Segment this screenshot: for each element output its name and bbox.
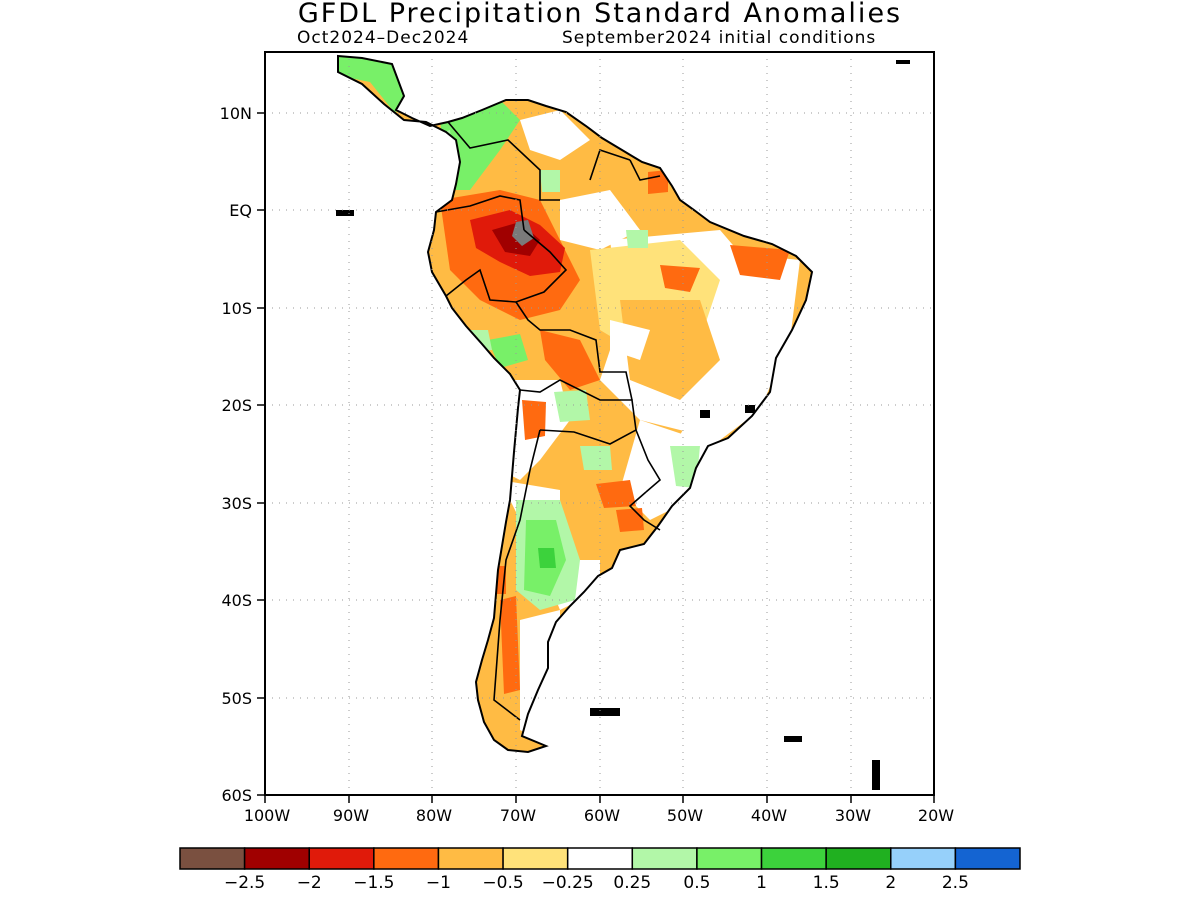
colorbar-swatch <box>566 847 634 870</box>
colorbar: −2.5 −2 −1.5 −1 −0.5 −0.25 0.25 0.5 1 1.5 2 2.5 <box>179 847 1021 893</box>
colorbar-tick-label: −0.5 <box>482 873 523 893</box>
colorbar-swatch <box>308 847 375 870</box>
colorbar-swatch <box>179 847 246 870</box>
lon-label-50w: 50W <box>667 806 703 825</box>
colorbar-tick-label: 1 <box>756 873 767 893</box>
lon-label-90w: 90W <box>333 806 369 825</box>
lat-label-10s: 10S <box>221 299 252 318</box>
lat-label-40s: 40S <box>221 591 252 610</box>
colorbar-swatch <box>696 847 763 870</box>
lat-label-20s: 20S <box>221 396 252 415</box>
lat-label-eq: EQ <box>229 201 252 220</box>
colorbar-tick-label: −1 <box>426 873 451 893</box>
forecast-period: Oct2024–Dec2024 <box>297 28 470 48</box>
lat-label-60s: 60S <box>221 786 252 805</box>
colorbar-tick-label: −2.5 <box>224 873 265 893</box>
colorbar-swatch <box>373 847 440 870</box>
map-title: GFDL Precipitation Standard Anomalies <box>297 0 903 29</box>
country-borders <box>435 121 662 721</box>
lon-label-20w: 20W <box>918 806 954 825</box>
colorbar-tick-label: −2 <box>297 873 322 893</box>
lon-label-30w: 30W <box>835 806 871 825</box>
axis-ticks <box>257 112 935 803</box>
colorbar-tick-label: 0.25 <box>613 873 651 893</box>
lat-label-30s: 30S <box>221 494 252 513</box>
colorbar-tick-label: −0.25 <box>542 873 594 893</box>
lon-label-70w: 70W <box>500 806 536 825</box>
colorbar-swatch <box>890 847 957 870</box>
colorbar-swatch <box>502 847 569 870</box>
lat-label-10n: 10N <box>220 104 252 123</box>
colorbar-tick-label: −1.5 <box>353 873 394 893</box>
colorbar-swatch <box>954 847 1021 870</box>
colorbar-swatch <box>243 847 310 870</box>
initial-conditions: September2024 initial conditions <box>562 28 877 48</box>
islands <box>336 60 910 790</box>
longitude-labels: 100W 90W 80W 70W 60W 50W 40W 30W 20W <box>244 806 954 825</box>
colorbar-tick-label: 2 <box>885 873 896 893</box>
lat-label-50s: 50S <box>221 689 252 708</box>
colorbar-tick-label: 2.5 <box>942 873 969 893</box>
colorbar-tick-label: 1.5 <box>813 873 840 893</box>
lon-label-60w: 60W <box>584 806 620 825</box>
colorbar-swatch <box>437 847 504 870</box>
colorbar-tick-label: 0.5 <box>683 873 710 893</box>
colorbar-swatch <box>760 847 827 870</box>
colorbar-swatch <box>631 847 698 870</box>
lon-label-100w: 100W <box>244 806 291 825</box>
lon-label-80w: 80W <box>416 806 452 825</box>
colorbar-swatch <box>825 847 892 870</box>
lon-label-40w: 40W <box>751 806 787 825</box>
graticule <box>265 52 934 795</box>
latitude-labels: 10N EQ 10S 20S 30S 40S 50S 60S <box>220 104 252 805</box>
